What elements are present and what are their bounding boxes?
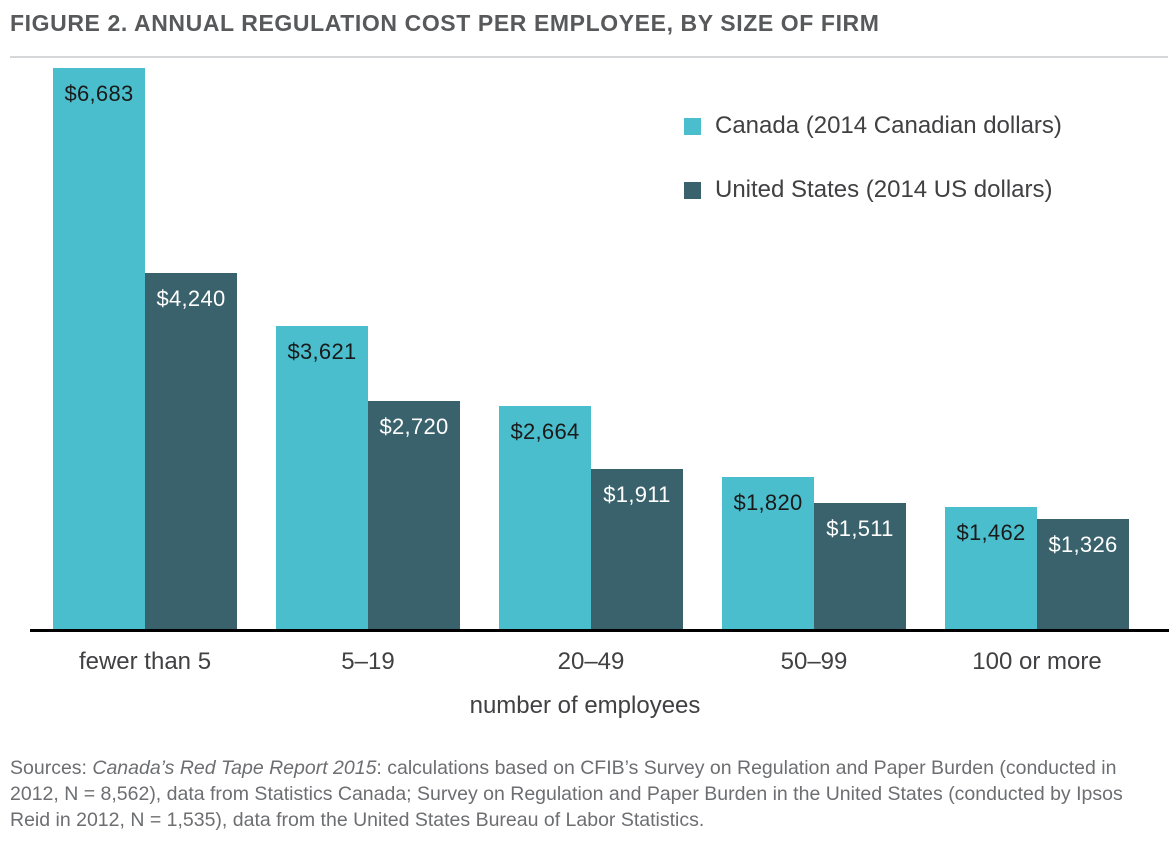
legend: Canada (2014 Canadian dollars) United St…: [684, 112, 1062, 240]
bar-value-label: $2,720: [379, 414, 449, 440]
bar-value-label: $1,511: [826, 515, 894, 541]
bar-canada-2: $2,664: [499, 405, 591, 630]
bar-us-1: $2,720: [368, 401, 460, 630]
figure-title: FIGURE 2. ANNUAL REGULATION COST PER EMP…: [10, 10, 880, 36]
category-label: fewer than 5: [78, 648, 212, 675]
legend-swatch-us: [684, 181, 701, 199]
bar-us-4: $1,326: [1037, 518, 1129, 630]
legend-item-us: United States (2014 US dollars): [684, 176, 1062, 204]
bar-value-label: $6,683: [64, 81, 134, 106]
x-axis-line: [30, 629, 1169, 632]
plot-area: $6,683 $4,240 $3,621 $2,720 $2,664 $1,911 $1,8…: [0, 68, 1170, 630]
bar-group: $6,683 $4,240: [53, 68, 237, 630]
bar-canada-4: $1,462: [945, 507, 1037, 630]
bar-group: $1,462 $1,326: [945, 68, 1129, 630]
bar-value-label: $2,664: [510, 418, 580, 444]
bar-us-2: $1,911: [591, 469, 683, 630]
sources-rest: : calculations based on CFIB’s Survey on…: [10, 757, 1123, 831]
category-label: 5–19: [341, 648, 395, 675]
category-axis: fewer than 5 5–19 20–49 50–99 100 or more: [0, 648, 1170, 676]
sources-note: Sources: Canada’s Red Tape Report 2015: …: [10, 756, 1160, 834]
bar-value-label: $1,326: [1048, 531, 1118, 557]
legend-swatch-canada: [684, 117, 701, 135]
title-divider: [10, 56, 1168, 58]
bar-canada-3: $1,820: [722, 476, 814, 630]
bar-group: $3,621 $2,720: [276, 68, 460, 630]
bar-canada-1: $3,621: [276, 325, 368, 630]
category-label: 100 or more: [972, 648, 1102, 675]
bar-value-label: $1,820: [733, 489, 803, 515]
bar-canada-0: $6,683: [53, 68, 145, 630]
legend-item-canada: Canada (2014 Canadian dollars): [684, 112, 1062, 140]
bar-value-label: $1,911: [603, 482, 671, 508]
bar-group: $2,664 $1,911: [499, 68, 683, 630]
sources-report-title: Canada’s Red Tape Report 2015: [92, 757, 377, 779]
category-label: 50–99: [780, 648, 848, 675]
bar-us-3: $1,511: [814, 502, 906, 630]
sources-prefix: Sources:: [10, 757, 93, 779]
legend-label-us: United States (2014 US dollars): [715, 176, 1053, 203]
bar-group: $1,820 $1,511: [722, 68, 906, 630]
bar-us-0: $4,240: [145, 273, 237, 630]
bar-value-label: $3,621: [287, 338, 357, 364]
bar-value-label: $1,462: [956, 520, 1026, 546]
x-axis-title: number of employees: [469, 692, 701, 719]
category-label: 20–49: [557, 648, 625, 675]
bar-value-label: $4,240: [156, 286, 226, 312]
legend-label-canada: Canada (2014 Canadian dollars): [715, 112, 1062, 139]
